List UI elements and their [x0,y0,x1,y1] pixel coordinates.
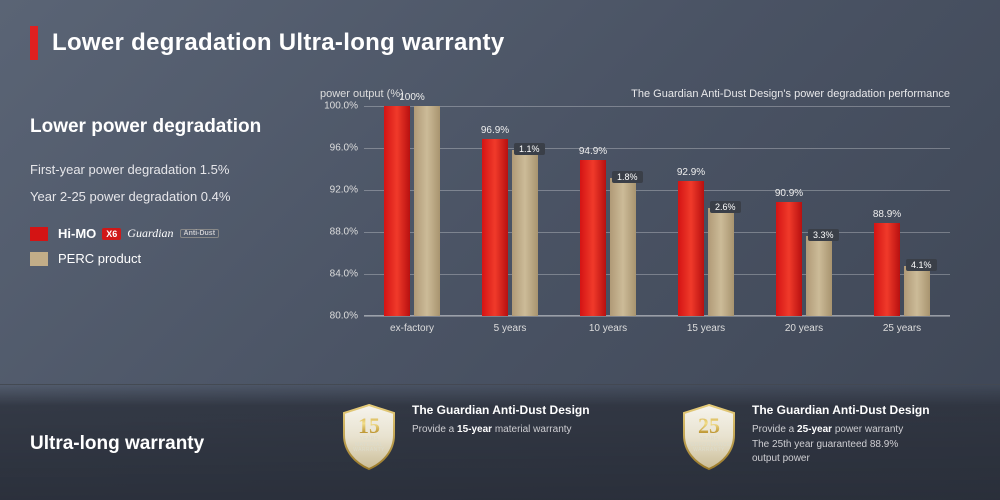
x-tick-label: 10 years [589,323,627,334]
shield-badge-15: 15 YEARSMATERIALWARRANTY [340,403,398,471]
subsection-title: Lower power degradation [30,116,300,138]
warranty-card-15: 15 YEARSMATERIALWARRANTY The Guardian An… [340,403,640,471]
x-tick-label: 20 years [785,323,823,334]
warranty-text-25: The Guardian Anti-Dust Design Provide a … [752,403,930,467]
diff-badge: 1.1% [514,143,545,155]
grid-line [364,274,950,275]
diff-badge: 3.3% [808,229,839,241]
page-title: Lower degradation Ultra-long warranty [52,29,505,57]
legend-swatch-red [30,227,48,241]
bar-value-label: 100% [399,92,425,103]
bar-series-a [384,106,410,316]
spec-line-2: Year 2-25 power degradation 0.4% [30,189,300,204]
legend-label-a: Hi-MO X6 Guardian Anti-Dust [58,226,219,241]
y-tick-label: 96.0% [318,143,358,154]
slide-root: Lower degradation Ultra-long warranty Lo… [0,0,1000,500]
shield-sub-25: YEARSPERFORMANCEWARRANTY [680,437,738,454]
bar-series-a [580,160,606,316]
accent-bar-icon [30,26,38,60]
x-tick-label: 15 years [687,323,725,334]
warranty-body-15: Provide a 15-year material warranty [412,423,590,438]
legend-swatch-tan [30,252,48,266]
warranty-strip: Ultra-long warranty 15 YEARSMATERIALWA [0,384,1000,500]
bar-series-b [610,178,636,316]
left-column: Lower power degradation First-year power… [30,116,300,276]
bar-series-a [482,139,508,316]
chart-subtitle: The Guardian Anti-Dust Design's power de… [631,88,950,100]
legend-series-a: Hi-MO X6 Guardian Anti-Dust [30,226,300,241]
bar-value-label: 96.9% [481,125,509,136]
degradation-chart: power output (%) The Guardian Anti-Dust … [320,88,960,348]
bar-value-label: 90.9% [775,188,803,199]
x-tick-label: 5 years [494,323,527,334]
x-tick-label: 25 years [883,323,921,334]
bar-series-b [806,236,832,316]
bar-series-a [678,181,704,316]
warranty-title-15: The Guardian Anti-Dust Design [412,403,590,417]
y-tick-label: 84.0% [318,269,358,280]
diff-badge: 2.6% [710,201,741,213]
spec-line-1: First-year power degradation 1.5% [30,162,300,177]
warranty-text-15: The Guardian Anti-Dust Design Provide a … [412,403,590,438]
grid-line [364,148,950,149]
grid-line [364,190,950,191]
diff-badge: 1.8% [612,171,643,183]
bar-series-b [414,106,440,316]
warranty-section-title: Ultra-long warranty [30,433,204,455]
legend-a-guardian: Guardian [127,226,173,241]
legend-series-b: PERC product [30,251,300,266]
x-tick-label: ex-factory [390,323,434,334]
diff-badge: 4.1% [906,259,937,271]
legend-a-prefix: Hi-MO [58,226,96,241]
y-tick-label: 80.0% [318,311,358,322]
bar-series-b [512,150,538,316]
bar-series-b [904,266,930,316]
bar-series-a [776,202,802,316]
x6-badge-icon: X6 [102,228,121,240]
chart-plot-area: 80.0%84.0%88.0%92.0%96.0%100.0%100%ex-fa… [364,106,950,316]
grid-line [364,316,950,317]
y-axis-title: power output (%) [320,88,404,100]
bar-value-label: 88.9% [873,209,901,220]
y-tick-label: 100.0% [318,101,358,112]
y-tick-label: 92.0% [318,185,358,196]
shield-sub-15: YEARSMATERIALWARRANTY [340,437,398,454]
bar-value-label: 94.9% [579,146,607,157]
bar-value-label: 92.9% [677,167,705,178]
grid-line [364,232,950,233]
warranty-body-25: Provide a 25-year power warrantyThe 25th… [752,423,930,467]
y-tick-label: 88.0% [318,227,358,238]
shield-badge-25: 25 YEARSPERFORMANCEWARRANTY [680,403,738,471]
grid-line [364,106,950,107]
warranty-title-25: The Guardian Anti-Dust Design [752,403,930,417]
anti-dust-tag-icon: Anti-Dust [180,229,220,238]
warranty-card-25: 25 YEARSPERFORMANCEWARRANTY The Guardian… [680,403,980,471]
main-title-row: Lower degradation Ultra-long warranty [30,26,505,60]
bar-series-a [874,223,900,316]
chart-legend: Hi-MO X6 Guardian Anti-Dust PERC product [30,226,300,266]
legend-label-b: PERC product [58,251,141,266]
bar-series-b [708,208,734,316]
